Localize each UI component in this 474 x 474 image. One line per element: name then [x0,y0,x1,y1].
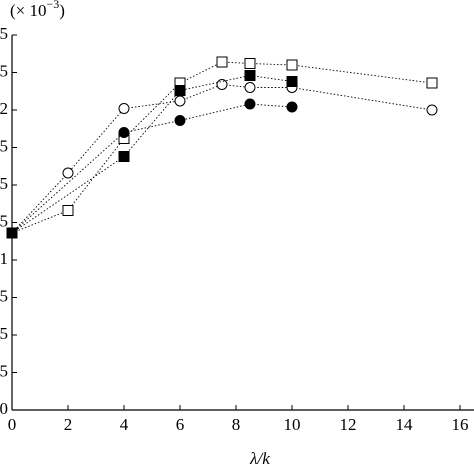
y-tick-label: 2.25 [0,61,8,80]
marker [118,151,130,162]
y-tick-label: 1.25 [0,211,8,230]
marker [62,205,74,216]
marker [216,56,228,68]
marker [244,82,256,93]
y-tick-label: 0.75 [0,286,8,305]
x-tick-label: 0 [8,415,17,434]
y-multiplier: (× 10−3) [10,0,65,20]
multiplier-base: (× 10 [10,1,47,20]
y-tick-label: 1 [0,249,8,268]
marker [216,79,228,90]
marker [174,95,186,107]
series-line [11,84,433,234]
x-tick-label: 12 [340,415,357,434]
marker [286,101,298,113]
y-tick-label: 1.75 [0,136,8,155]
y-tick-label: 2.5 [0,24,8,43]
multiplier-exponent: −3 [47,0,60,11]
marker [174,115,186,126]
x-tick-label: 16 [452,415,469,434]
x-tick-label: 14 [396,415,414,434]
marker [174,85,186,96]
marker [286,76,298,87]
marker [6,227,18,239]
y-tick-label: 2 [0,99,8,118]
x-tick-label: 8 [232,415,241,434]
marker [62,167,74,179]
marker [118,103,130,114]
multiplier-close: ) [59,1,65,20]
y-tick-label: 1.5 [0,174,8,193]
marker [426,77,438,89]
x-tick-label: 10 [284,415,301,434]
marker [244,98,256,110]
y-tick-label: 0.5 [0,324,8,343]
x-tick-label: 2 [64,415,73,434]
marker [244,70,256,81]
marker [244,58,256,69]
marker [118,127,130,138]
y-tick-label: 0.25 [0,361,8,380]
x-tick-label: 4 [120,415,129,434]
series-line [11,61,433,234]
marker [286,59,298,71]
marker [426,104,438,116]
x-axis-label: λ/k [249,449,270,468]
y-tick-label: 0 [0,399,8,418]
x-tick-label: 6 [176,415,185,434]
